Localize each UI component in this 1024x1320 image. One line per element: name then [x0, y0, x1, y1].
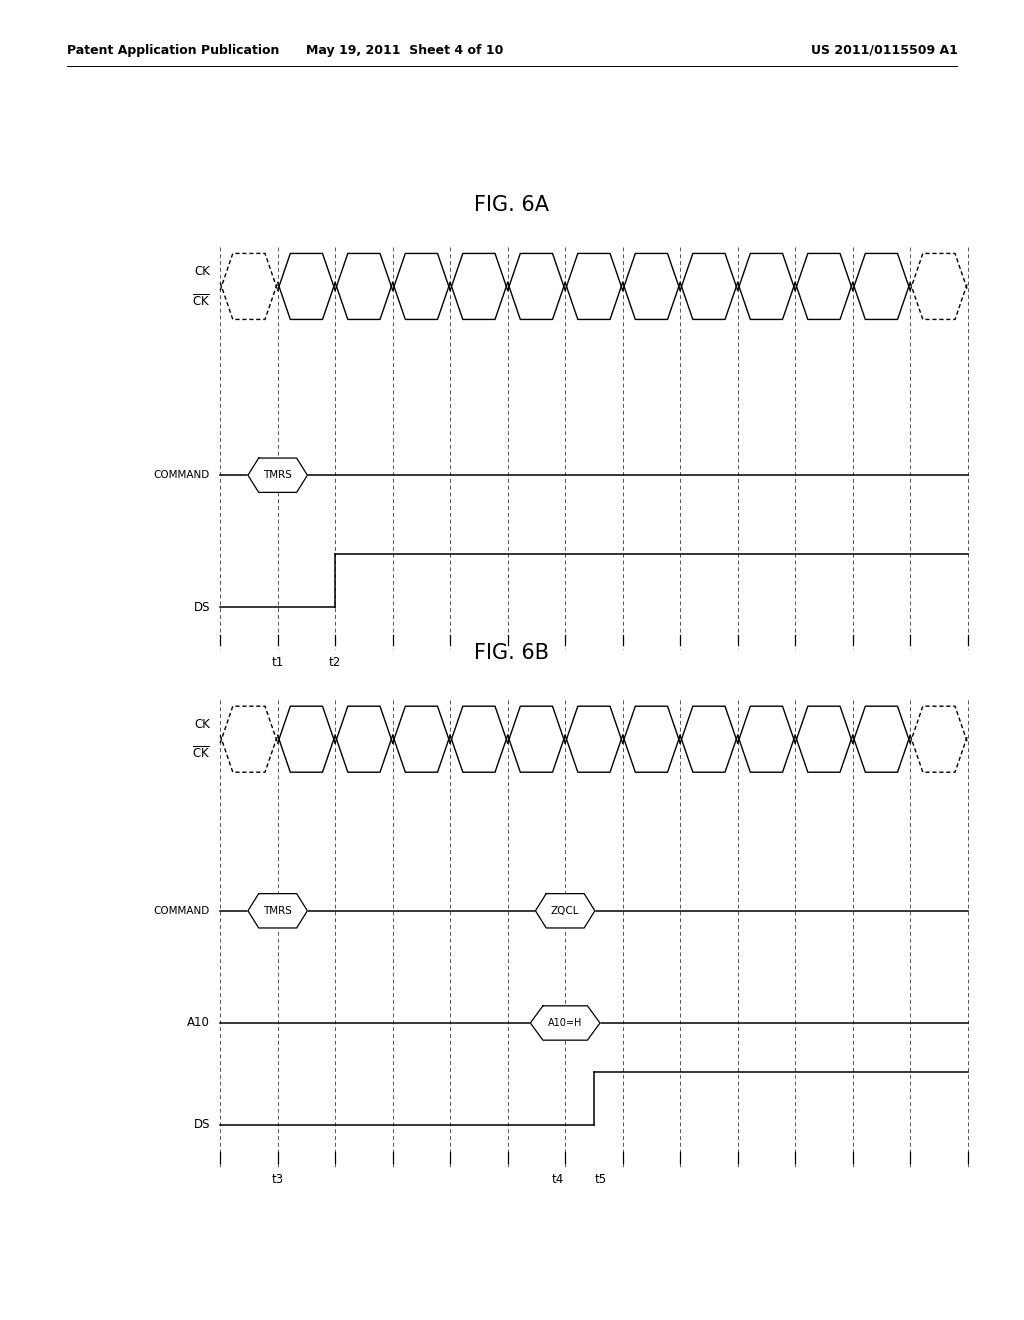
- Text: TMRS: TMRS: [263, 470, 292, 480]
- Polygon shape: [530, 1006, 600, 1040]
- Text: Patent Application Publication: Patent Application Publication: [67, 44, 279, 57]
- Text: t5: t5: [595, 1173, 607, 1187]
- Text: $\overline{\mathrm{CK}}$: $\overline{\mathrm{CK}}$: [191, 293, 210, 309]
- Text: FIG. 6A: FIG. 6A: [474, 194, 550, 215]
- Text: t3: t3: [271, 1173, 284, 1187]
- Text: ZQCL: ZQCL: [551, 906, 580, 916]
- Text: DS: DS: [194, 1118, 210, 1131]
- Text: $\overline{\mathrm{CK}}$: $\overline{\mathrm{CK}}$: [191, 746, 210, 762]
- Polygon shape: [536, 894, 595, 928]
- Polygon shape: [248, 458, 307, 492]
- Text: t2: t2: [329, 656, 341, 669]
- Text: A10=H: A10=H: [548, 1018, 583, 1028]
- Text: CK: CK: [194, 718, 210, 731]
- Text: COMMAND: COMMAND: [154, 470, 210, 480]
- Polygon shape: [248, 894, 307, 928]
- Text: t1: t1: [271, 656, 284, 669]
- Text: TMRS: TMRS: [263, 906, 292, 916]
- Text: CK: CK: [194, 265, 210, 279]
- Text: May 19, 2011  Sheet 4 of 10: May 19, 2011 Sheet 4 of 10: [306, 44, 503, 57]
- Text: DS: DS: [194, 601, 210, 614]
- Text: A10: A10: [187, 1016, 210, 1030]
- Text: US 2011/0115509 A1: US 2011/0115509 A1: [811, 44, 957, 57]
- Text: t4: t4: [552, 1173, 564, 1187]
- Text: COMMAND: COMMAND: [154, 906, 210, 916]
- Text: FIG. 6B: FIG. 6B: [474, 643, 550, 664]
